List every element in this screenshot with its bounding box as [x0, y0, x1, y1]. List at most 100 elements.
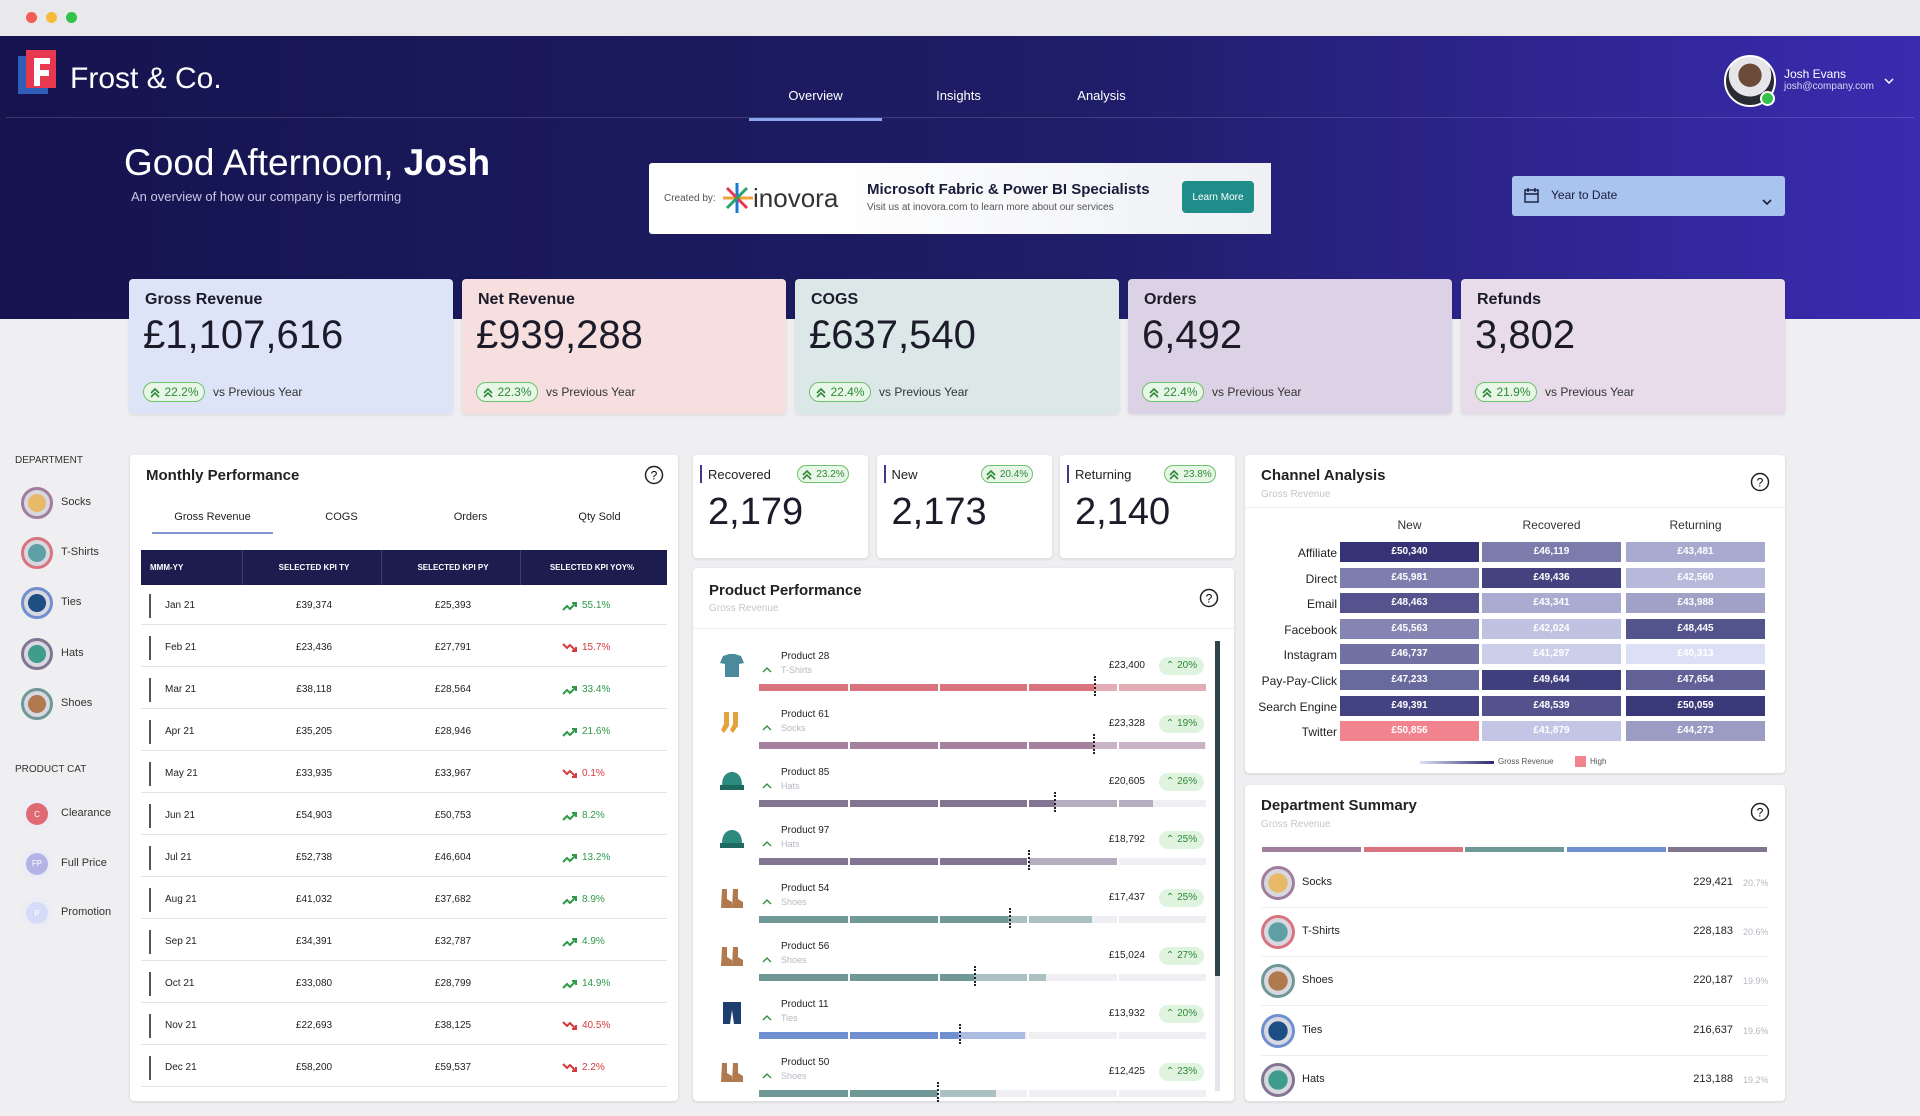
monthly-performance-panel: Monthly Performance? Gross Revenue COGS Ord…	[130, 455, 678, 1101]
row-separator	[1261, 1054, 1769, 1056]
card-marker	[700, 465, 702, 483]
bar-segment-gap	[937, 800, 940, 807]
bar-segment-gap	[1206, 1032, 1208, 1039]
close-dot[interactable]	[26, 12, 37, 23]
row-marker	[149, 761, 151, 786]
trend-arrow	[562, 725, 577, 744]
department-value: 220,187	[1693, 974, 1733, 987]
department-filter[interactable]: Hats	[61, 646, 84, 659]
change-pill: 22.4%	[809, 382, 871, 402]
nav-tab[interactable]: Overview	[788, 88, 843, 103]
panel-subtitle: Gross Revenue	[1261, 819, 1331, 830]
yoy-cell: 0.1%	[582, 767, 605, 779]
bar-segment-gap	[937, 742, 940, 749]
product-icon	[719, 827, 745, 857]
product-bar	[759, 742, 1205, 749]
heatmap-cell: £42,560	[1626, 567, 1765, 588]
nav-tab[interactable]: Insights	[936, 88, 981, 103]
svg-text:?: ?	[1757, 476, 1764, 490]
kpi-tab[interactable]: COGS	[325, 511, 358, 523]
month-cell: Apr 21	[165, 725, 195, 737]
bar-segment-gap	[1116, 974, 1119, 981]
up-icon	[801, 468, 813, 481]
bar-segment-gap	[1027, 916, 1030, 923]
heatmap-cell: £45,563	[1340, 618, 1479, 639]
product-value: £20,605	[1108, 776, 1145, 787]
date-filter[interactable]: Year to Date	[1512, 176, 1785, 216]
product-change: ⌃ 23%	[1159, 1063, 1204, 1081]
kpi-label: COGS	[811, 291, 859, 308]
header-divider	[242, 550, 243, 585]
change-value: 22.4%	[830, 385, 865, 399]
month-cell: Oct 21	[165, 977, 195, 989]
target-marker	[937, 1082, 939, 1102]
change-pill: 22.4%	[1142, 382, 1204, 402]
product-cat-filter[interactable]: Promotion	[61, 906, 112, 918]
kpi-compare: vs Previous Year	[546, 385, 636, 399]
expand-caret	[762, 718, 772, 736]
department-filter[interactable]: Shoes	[61, 696, 93, 709]
department-icon	[21, 587, 53, 620]
yoy-cell: 21.6%	[582, 725, 611, 737]
month-cell: Aug 21	[165, 893, 197, 905]
nav-tab[interactable]: Analysis	[1077, 88, 1126, 103]
product-name: Product 61	[781, 709, 830, 720]
up-icon	[1168, 468, 1180, 481]
change-value: 22.3%	[497, 385, 532, 399]
trend-arrow	[562, 767, 577, 786]
kpi-tab[interactable]: Orders	[453, 511, 488, 523]
product-bar	[759, 974, 1046, 981]
department-icon	[21, 687, 53, 720]
ty-cell: £33,080	[295, 977, 333, 989]
yoy-cell: 8.2%	[582, 809, 605, 821]
card-marker	[883, 465, 886, 483]
kpi-tab[interactable]: Qty Sold	[578, 511, 621, 523]
department-name: T-Shirts	[1302, 925, 1340, 938]
department-filter[interactable]: T-Shirts	[61, 546, 99, 559]
change-pill: 20.4%	[980, 465, 1033, 483]
row-separator	[141, 875, 667, 877]
row-separator	[141, 959, 667, 961]
change-value: 22.2%	[164, 385, 199, 399]
department-filter[interactable]: Ties	[61, 596, 82, 609]
kpi-compare: vs Previous Year	[879, 385, 969, 399]
bar-segment-gap	[1027, 800, 1030, 807]
month-cell: Feb 21	[165, 641, 197, 653]
heatmap-cell: £43,341	[1482, 593, 1621, 614]
product-value: £23,328	[1108, 718, 1145, 729]
ty-cell: £39,374	[295, 600, 333, 611]
learn-more-button[interactable]: Learn More	[1182, 181, 1254, 213]
scroll-thumb	[1215, 641, 1220, 976]
max-dot[interactable]	[66, 12, 77, 23]
product-dept: Shoes	[781, 955, 807, 965]
department-filter[interactable]: Socks	[61, 496, 91, 508]
product-icon	[719, 943, 745, 973]
header-divider	[381, 550, 382, 585]
min-dot[interactable]	[46, 12, 57, 23]
product-bar	[759, 1090, 997, 1097]
row-separator	[141, 791, 667, 793]
product-cat-filter[interactable]: Full Price	[61, 856, 107, 869]
bar-segment-gap	[937, 974, 940, 981]
trend-arrow	[562, 599, 577, 618]
product-change-value: 25%	[1177, 892, 1198, 903]
product-change: ⌃ 20%	[1159, 657, 1204, 675]
channel-label: Twitter	[1301, 725, 1337, 740]
row-separator	[141, 917, 667, 919]
table-header: SELECTED KPI YOY%	[549, 563, 635, 572]
product-cat-filter[interactable]: Clearance	[61, 807, 112, 819]
department-share: 20.6%	[1743, 927, 1769, 938]
bar-segment-gap	[1116, 1032, 1119, 1039]
product-bar	[759, 684, 1206, 691]
help-icon: ?	[644, 465, 664, 490]
department-icon	[1261, 915, 1295, 950]
change-value: 21.9%	[1496, 385, 1531, 399]
banner: Created by: inovora Microsoft Fabric & Pow…	[649, 163, 1271, 234]
product-change: ⌃ 26%	[1159, 773, 1204, 791]
product-value: £15,024	[1108, 950, 1145, 961]
product-change: ⌃ 25%	[1159, 889, 1204, 907]
kpi-tab[interactable]: Gross Revenue	[174, 511, 251, 523]
table-header: SELECTED KPI PY	[417, 563, 489, 572]
kpi-value: £1,107,616	[143, 313, 344, 357]
heatmap-cell: £44,273	[1626, 721, 1765, 742]
